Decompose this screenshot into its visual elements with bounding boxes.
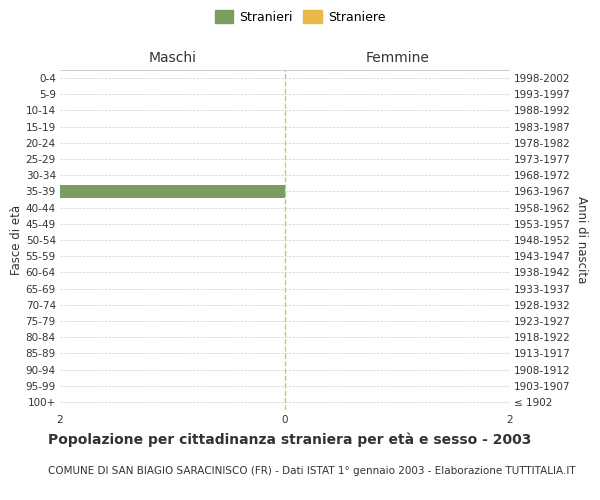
Text: Maschi: Maschi bbox=[149, 51, 197, 65]
Text: COMUNE DI SAN BIAGIO SARACINISCO (FR) - Dati ISTAT 1° gennaio 2003 - Elaborazion: COMUNE DI SAN BIAGIO SARACINISCO (FR) - … bbox=[48, 466, 575, 476]
Y-axis label: Fasce di età: Fasce di età bbox=[10, 205, 23, 275]
Text: Popolazione per cittadinanza straniera per età e sesso - 2003: Popolazione per cittadinanza straniera p… bbox=[48, 432, 532, 447]
Bar bbox=[60, 185, 285, 198]
Text: Femmine: Femmine bbox=[365, 51, 430, 65]
Y-axis label: Anni di nascita: Anni di nascita bbox=[575, 196, 587, 284]
Legend: Stranieri, Straniere: Stranieri, Straniere bbox=[211, 6, 389, 28]
